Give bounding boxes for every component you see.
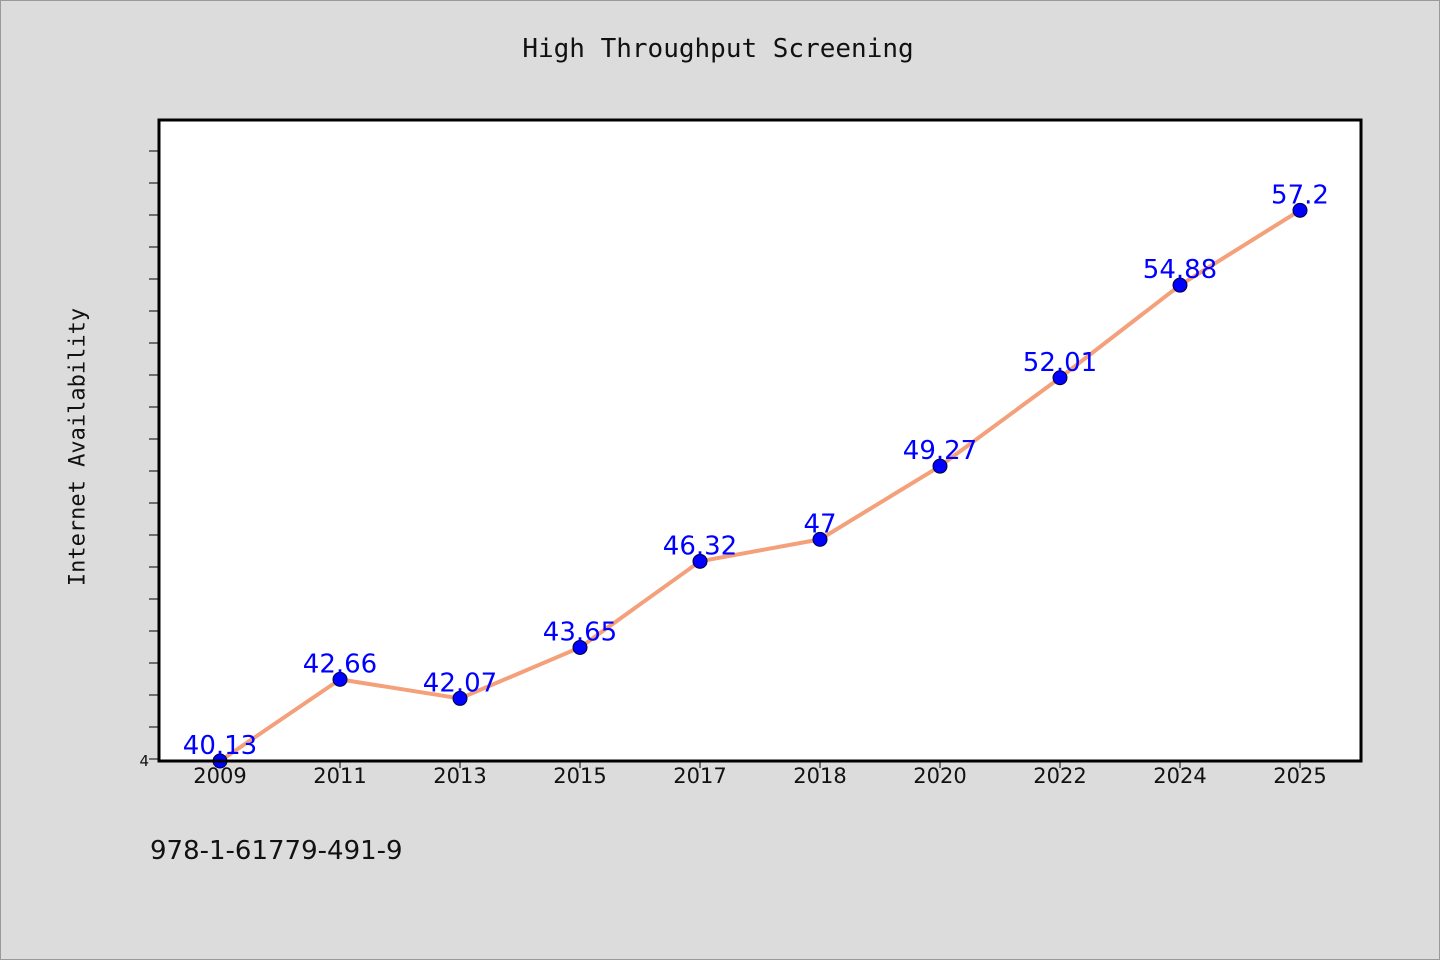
data-label: 40.13: [183, 731, 257, 761]
x-tick-label: 2015: [553, 764, 606, 788]
x-axis-ticks: 2009 2011 2013 2015 2017 2018 2020 2022 2024 2025: [193, 761, 1327, 788]
y-axis-ticks: 4: [139, 150, 159, 770]
x-tick-label: 2020: [913, 764, 966, 788]
data-label: 47: [803, 509, 836, 539]
plot-area: [159, 120, 1361, 761]
footer-code: 978-1-61779-491-9: [150, 836, 403, 866]
x-tick-label: 2011: [313, 764, 366, 788]
data-point: [572, 639, 588, 655]
data-label: 49.27: [903, 436, 977, 466]
data-point: [452, 690, 468, 706]
data-point: [932, 458, 948, 474]
data-label: 57.2: [1271, 180, 1329, 210]
x-tick-label: 2025: [1273, 764, 1326, 788]
x-tick-label: 2013: [433, 764, 486, 788]
series-layer: 40.13 42.66 42.07 43.65 46.32 47 49.27 52.01 54.…: [183, 180, 1329, 769]
data-label: 52.01: [1023, 348, 1097, 378]
x-tick-label: 2017: [673, 764, 726, 788]
data-point: [1052, 370, 1068, 386]
data-label: 42.07: [423, 668, 497, 698]
data-label: 54.88: [1143, 255, 1217, 285]
plot-frame: [157, 118, 1363, 763]
x-tick-label: 2022: [1033, 764, 1086, 788]
data-point: [1292, 202, 1308, 218]
x-tick-label: 2018: [793, 764, 846, 788]
data-label: 46.32: [663, 531, 737, 561]
x-tick-label: 2024: [1153, 764, 1206, 788]
y-tick-label: 4: [139, 752, 149, 770]
data-label: 43.65: [543, 617, 617, 647]
data-point: [1172, 277, 1188, 293]
data-label: 42.66: [303, 649, 377, 679]
data-point: [812, 531, 828, 547]
series-line: [218, 208, 1302, 763]
chart-title: High Throughput Screening: [522, 34, 914, 64]
data-point: [332, 671, 348, 687]
data-point: [692, 553, 708, 569]
